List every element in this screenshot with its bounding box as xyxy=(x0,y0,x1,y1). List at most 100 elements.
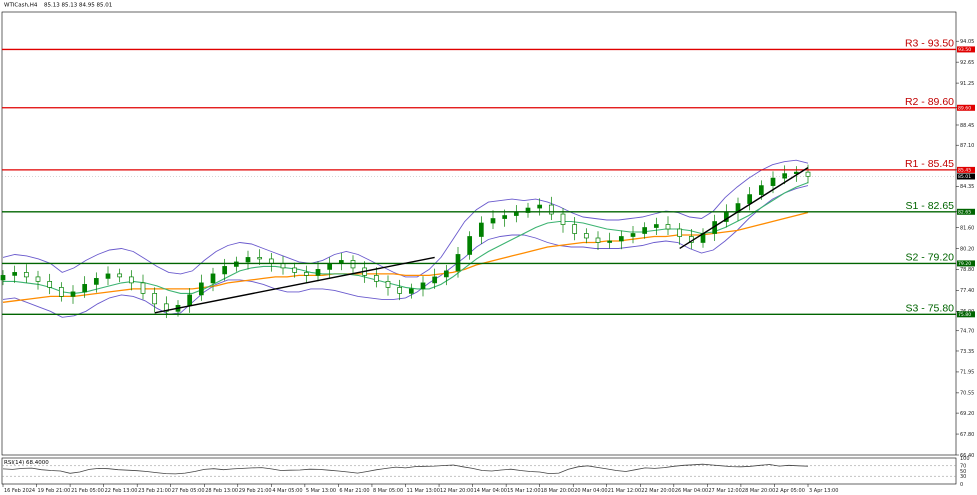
fast-moving-average-line xyxy=(3,182,809,294)
candle-bullish xyxy=(315,269,321,276)
candle-bullish xyxy=(630,233,636,237)
candle-bullish xyxy=(420,282,426,290)
candle-bullish xyxy=(782,173,788,179)
trendline xyxy=(679,167,809,250)
candle-bearish xyxy=(548,204,554,215)
candle-bullish xyxy=(210,273,216,284)
candle-bullish xyxy=(222,266,228,275)
candle-bullish xyxy=(467,236,473,255)
level-price-badge xyxy=(957,166,975,173)
candle-bearish xyxy=(280,263,286,269)
level-price-badge xyxy=(957,311,975,318)
rsi-header: RSI(14) 68.4000 xyxy=(4,460,49,466)
rsi-series xyxy=(2,463,809,475)
price-tick-label: 77.40 xyxy=(960,288,974,294)
price-tick-label: 69.20 xyxy=(960,411,974,417)
time-tick-label: 27 Mar 12:00 xyxy=(708,488,741,494)
level-label-r2: R2 - 89.60 xyxy=(905,96,954,108)
candle-bullish xyxy=(443,270,449,278)
candle-bullish xyxy=(642,227,648,234)
time-axis: 16 Feb 2024 19 Feb 21:00 21 Feb 05:00 22 Fe… xyxy=(2,484,838,494)
time-tick-label: 2 Apr 05:00 xyxy=(775,488,804,494)
candle-bullish xyxy=(82,284,88,293)
candle-bullish xyxy=(758,185,764,195)
level-price-badge-label: 89.60 xyxy=(958,105,971,111)
candle-bullish xyxy=(187,294,193,306)
price-tick-label: 88.45 xyxy=(960,123,974,129)
time-tick-label: 12 Mar 20:00 xyxy=(440,488,473,494)
trendlines xyxy=(154,167,809,314)
time-tick-label: 23 Feb 21:00 xyxy=(138,488,171,494)
candle-bullish xyxy=(525,207,531,213)
price-tick-label: 92.65 xyxy=(960,60,974,66)
candle-bullish xyxy=(198,282,204,296)
candle-bullish xyxy=(653,224,659,228)
rsi-tick-label: 0 xyxy=(960,482,963,488)
candle-bearish xyxy=(58,287,64,297)
time-tick-label: 28 Feb 13:00 xyxy=(205,488,238,494)
candle-bearish xyxy=(128,276,134,284)
candle-bullish xyxy=(793,171,799,174)
candle-bullish xyxy=(502,215,508,219)
candle-bullish xyxy=(12,272,18,276)
price-tick-label: 74.70 xyxy=(960,329,974,335)
time-tick-label: 26 Mar 04:00 xyxy=(675,488,708,494)
time-tick-label: 27 Feb 05:00 xyxy=(172,488,205,494)
ohlc-header: 85.13 85.13 84.95 85.01 xyxy=(44,3,112,9)
time-tick-label: 19 Feb 21:00 xyxy=(38,488,71,494)
candle-bearish xyxy=(350,260,356,269)
price-tick-label: 73.35 xyxy=(960,349,974,355)
candle-bearish xyxy=(665,224,671,230)
time-tick-label: 8 Mar 05:00 xyxy=(373,488,403,494)
candle-bearish xyxy=(163,303,169,312)
time-tick-label: 6 Mar 21:00 xyxy=(339,488,369,494)
candle-bullish xyxy=(747,194,753,204)
price-tick-label: 87.10 xyxy=(960,143,974,149)
candle-bearish xyxy=(303,272,309,276)
price-panel-frame xyxy=(1,11,957,456)
candle-bullish xyxy=(607,240,613,243)
price-tick-label: 80.20 xyxy=(960,246,974,252)
candle-bearish xyxy=(572,224,578,234)
price-tick-label: 94.05 xyxy=(960,39,974,45)
candle-bullish xyxy=(245,257,251,263)
price-tick-label: 71.95 xyxy=(960,370,974,376)
time-tick-label: 14 Mar 04:00 xyxy=(474,488,507,494)
candle-bullish xyxy=(455,254,461,272)
candle-bearish xyxy=(373,275,379,282)
candle-bearish xyxy=(23,272,29,278)
candle-bearish xyxy=(677,228,683,237)
candlestick-series xyxy=(0,164,811,319)
price-tick-label: 70.55 xyxy=(960,391,974,397)
time-tick-label: 5 Mar 13:00 xyxy=(306,488,336,494)
current-price-label: 85.01 xyxy=(958,174,971,180)
candle-bearish xyxy=(140,282,146,294)
level-price-badge xyxy=(957,260,975,267)
rsi-tick-label: 50 xyxy=(960,469,966,475)
candle-bearish xyxy=(292,267,298,273)
time-tick-label: 21 Mar 12:00 xyxy=(608,488,641,494)
candle-bearish xyxy=(268,258,274,264)
candle-bearish xyxy=(805,171,811,177)
time-tick-label: 15 Mar 12:00 xyxy=(507,488,540,494)
level-price-badge-label: 75.80 xyxy=(958,312,971,318)
time-tick-label: 18 Mar 20:00 xyxy=(541,488,574,494)
candle-bullish xyxy=(513,212,519,216)
candle-bullish xyxy=(105,273,111,279)
time-tick-label: 29 Feb 21:00 xyxy=(239,488,272,494)
price-tick-label: 78.80 xyxy=(960,267,974,273)
level-price-badge-label: 85.45 xyxy=(958,167,971,173)
rsi-tick-label: 30 xyxy=(960,474,966,480)
candle-bullish xyxy=(0,275,6,281)
candle-bullish xyxy=(618,236,624,242)
time-tick-label: 22 Feb 13:00 xyxy=(105,488,138,494)
price-tick-label: 84.35 xyxy=(960,184,974,190)
candle-bullish xyxy=(770,177,776,186)
time-tick-label: 11 Mar 13:00 xyxy=(407,488,440,494)
candle-bearish xyxy=(583,233,589,239)
candle-bullish xyxy=(537,204,543,209)
candle-bullish xyxy=(327,263,333,270)
candle-bullish xyxy=(233,261,239,267)
